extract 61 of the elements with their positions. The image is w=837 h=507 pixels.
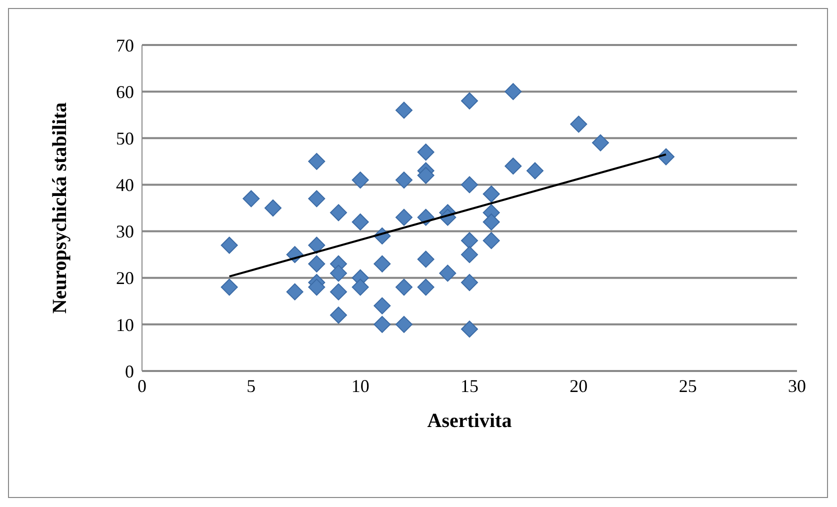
point (396, 316, 412, 333)
point (461, 274, 478, 292)
point (330, 264, 347, 282)
point (482, 232, 500, 250)
point (330, 283, 347, 300)
y-tick-label: 40 (116, 175, 134, 196)
y-tick-label: 0 (125, 361, 134, 382)
point (396, 172, 412, 189)
point (417, 144, 434, 161)
y-axis-title: Neuropsychická stabilita (49, 102, 72, 314)
point (461, 92, 478, 110)
point (264, 200, 282, 216)
point (330, 204, 347, 222)
y-tick-label: 50 (116, 128, 134, 149)
point (308, 278, 326, 296)
point (461, 246, 478, 264)
point (220, 236, 238, 254)
point (461, 176, 478, 194)
point (526, 162, 544, 180)
point (308, 236, 326, 254)
point (242, 190, 260, 208)
y-tick-label: 60 (116, 82, 134, 102)
point (374, 297, 391, 314)
point (352, 213, 369, 230)
y-tick-label: 70 (116, 35, 134, 56)
point (417, 278, 434, 296)
point (504, 83, 522, 100)
point (396, 278, 412, 296)
point (482, 213, 500, 230)
x-tick-label: 25 (678, 376, 697, 396)
y-tick-label: 30 (116, 222, 134, 242)
point (330, 306, 347, 324)
point (417, 250, 434, 268)
x-tick-label: 5 (246, 376, 256, 396)
point (286, 283, 304, 300)
point (570, 116, 588, 133)
point (439, 264, 456, 282)
point (461, 320, 478, 338)
x-tick-label: 30 (788, 376, 806, 396)
point (417, 166, 434, 184)
point (592, 134, 609, 152)
point (461, 232, 478, 250)
point (352, 172, 369, 189)
point (308, 152, 326, 170)
point (504, 158, 522, 175)
point (220, 278, 238, 296)
x-tick-label: 0 (138, 376, 146, 396)
point (396, 102, 412, 119)
y-tick-label: 10 (116, 314, 134, 335)
x-tick-label: 15 (460, 376, 478, 396)
point (396, 208, 412, 226)
point (308, 190, 326, 208)
point (374, 316, 391, 333)
point (352, 278, 369, 296)
x-tick-label: 10 (351, 376, 370, 396)
point (374, 255, 391, 272)
point (308, 255, 326, 272)
y-tick-label: 20 (116, 268, 134, 288)
x-tick-label: 20 (570, 376, 588, 396)
x-axis-title: Asertivita (427, 410, 512, 432)
point (482, 186, 500, 203)
